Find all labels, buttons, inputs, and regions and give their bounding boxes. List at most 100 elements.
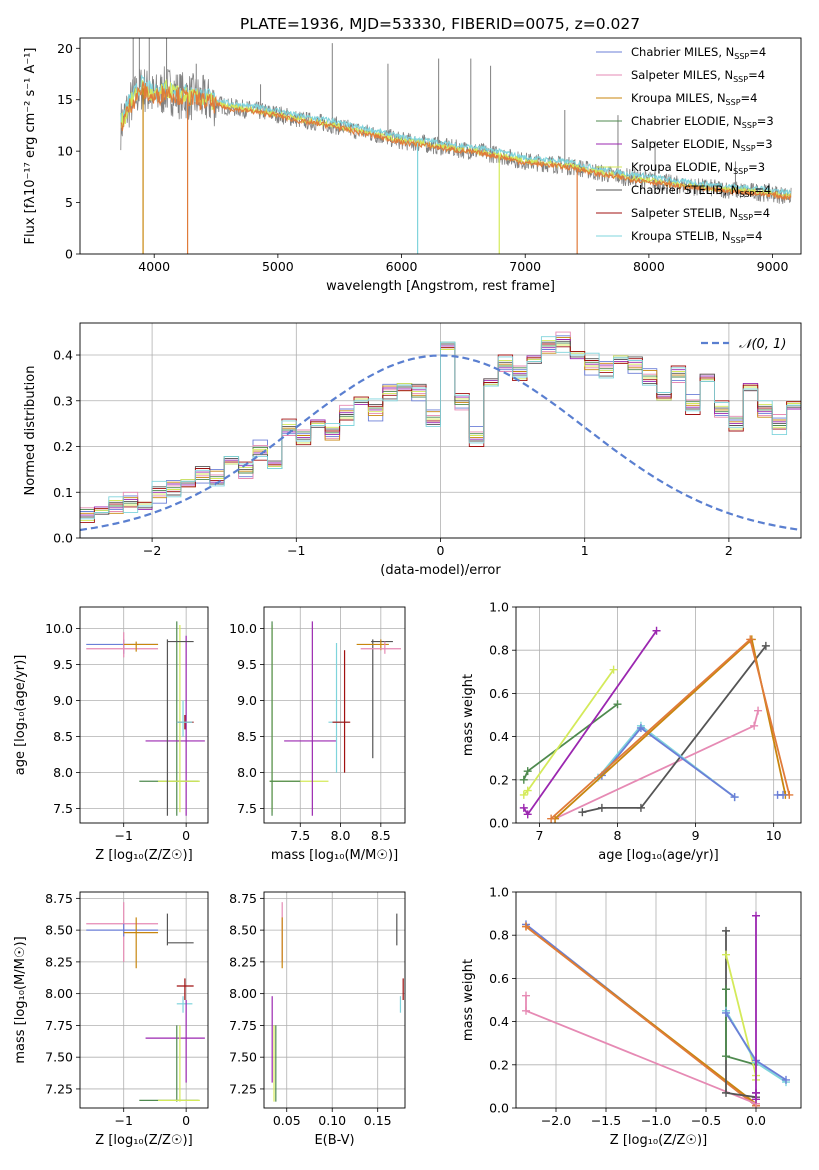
weight-point-marker [547,814,556,823]
y-tick-label: 8.25 [229,954,257,969]
x-axis-label: age [log₁₀(age/yr)] [598,848,719,863]
y-tick-label: 0 [65,247,73,262]
y-tick-label: 0.3 [53,393,73,408]
legend-entry: Chabrier STELIB, NSSP=4 [631,183,771,199]
x-tick-label: 1 [581,543,589,558]
y-tick-label: 0.1 [53,485,73,500]
legend-entry: Kroupa ELODIE, NSSP=3 [631,160,765,176]
y-tick-label: 7.25 [229,1081,257,1096]
y-tick-label: 1.0 [489,885,509,900]
y-tick-label: 8.5 [237,729,257,744]
plot-area [80,331,801,538]
y-tick-label: 7.5 [53,801,73,816]
plot-area [522,911,790,1108]
histogram-series [80,331,801,538]
x-axis-label: Z [log₁₀(Z/Z☉)] [610,1133,707,1148]
weight-point-marker [730,793,739,802]
y-tick-label: 8.50 [229,923,257,938]
weight-point-marker [609,665,618,674]
y-tick-label: 0.6 [489,971,509,986]
weight-point-marker [519,803,528,812]
axes-frame [263,891,406,1109]
x-tick-label: 0 [182,1113,190,1128]
y-tick-label: 10.0 [45,621,73,636]
weight-point-marker [722,1008,730,1017]
y-tick-label: 8.25 [45,954,73,969]
model-line-kroupa-stelib [120,75,792,197]
weight-point-marker [519,790,528,799]
y-tick-label: 0.0 [53,531,73,546]
y-tick-label: 0.4 [53,348,73,363]
x-tick-label: 10 [766,828,782,843]
weight-series-line [525,995,757,1105]
y-tick-label: 1.0 [489,600,509,615]
y-tick-label: 0.8 [489,928,509,943]
y-tick-label: 20 [57,41,73,56]
axes-frame [79,322,802,539]
y-tick-label: 0.4 [489,1014,509,1029]
x-tick-label: 8.0 [331,828,351,843]
y-tick-label: 7.75 [45,1018,73,1033]
y-tick-label: 5 [65,195,73,210]
y-tick-label: 9.5 [53,657,73,672]
weight-point-marker [522,991,530,1000]
x-tick-label: 5000 [262,259,294,274]
weight-point-marker [523,810,532,819]
x-axis-label: E(B-V) [314,1133,354,1148]
x-tick-label: 7 [535,828,543,843]
x-tick-label: 8.5 [371,828,391,843]
histogram-series [80,339,801,538]
weight-point-marker [636,803,645,812]
weight-point-marker [752,911,760,920]
weight-point-marker [523,767,532,776]
histogram-series [80,337,801,538]
x-axis-label: (data-model)/error [380,563,501,578]
legend-entry: Salpeter ELODIE, NSSP=3 [631,137,773,153]
legend-entry: Chabrier MILES, NSSP=4 [631,45,766,61]
normal-distribution-curve [80,354,801,532]
weight-series-line [522,703,619,781]
x-tick-label: −1.5 [591,1113,621,1128]
x-tick-label: 9000 [757,259,789,274]
histogram-series [80,335,801,538]
plot-area [86,621,205,816]
y-tick-label: 8.5 [53,729,73,744]
weight-point-marker [652,626,661,635]
weight-point-marker [722,1088,730,1097]
weight-point-marker [636,723,645,732]
axes-frame [515,891,802,1109]
x-tick-label: −1 [114,828,132,843]
model-line-orange [120,81,792,201]
weight-point-marker [722,985,730,994]
y-tick-label: 7.50 [45,1050,73,1065]
legend-entry: Salpeter STELIB, NSSP=4 [631,206,770,222]
x-tick-label: 6000 [386,259,418,274]
y-axis-label: Flux [fλ10⁻¹⁷ erg cm⁻² s⁻¹ A⁻¹] [23,48,38,245]
weight-point-marker [746,635,755,644]
y-tick-label: 7.25 [45,1081,73,1096]
y-tick-label: 7.50 [229,1050,257,1065]
weight-point-marker [761,641,770,650]
y-axis-label: mass weight [461,674,476,756]
plot-area [519,626,794,823]
x-tick-label: 8 [614,828,622,843]
weight-point-marker [522,922,530,931]
y-tick-label: 9.0 [53,693,73,708]
x-tick-label: −2.0 [541,1113,571,1128]
residual-histogram-panel: −2 −1 0 1 2 0.0 0.1 0.2 0.3 0.4 (data-model)/error… [23,322,802,578]
y-axis-label: age [log₁₀(age/yr)] [13,655,28,776]
y-tick-label: 15 [57,92,73,107]
axes-frame [79,606,209,824]
x-tick-label: −1 [114,1113,132,1128]
weight-point-marker [597,803,606,812]
mass-vs-metallicity-panel: −1 0 7.25 7.50 7.75 8.00 8.25 8.50 8.75 Z [log₁₀(… [13,891,209,1148]
weight-point-marker [613,700,622,709]
x-tick-label: 0 [182,828,190,843]
histogram-series [80,336,801,538]
y-tick-label: 10.0 [229,621,257,636]
legend-entry: 𝒩(0, 1) [739,337,786,352]
mass-weight-vs-age-panel: 7 8 9 10 0.0 0.2 0.4 0.6 0.8 1.0 age [log₁₀(age/yr… [461,600,802,863]
x-tick-label: 7000 [509,259,541,274]
y-tick-label: 10 [57,144,73,159]
